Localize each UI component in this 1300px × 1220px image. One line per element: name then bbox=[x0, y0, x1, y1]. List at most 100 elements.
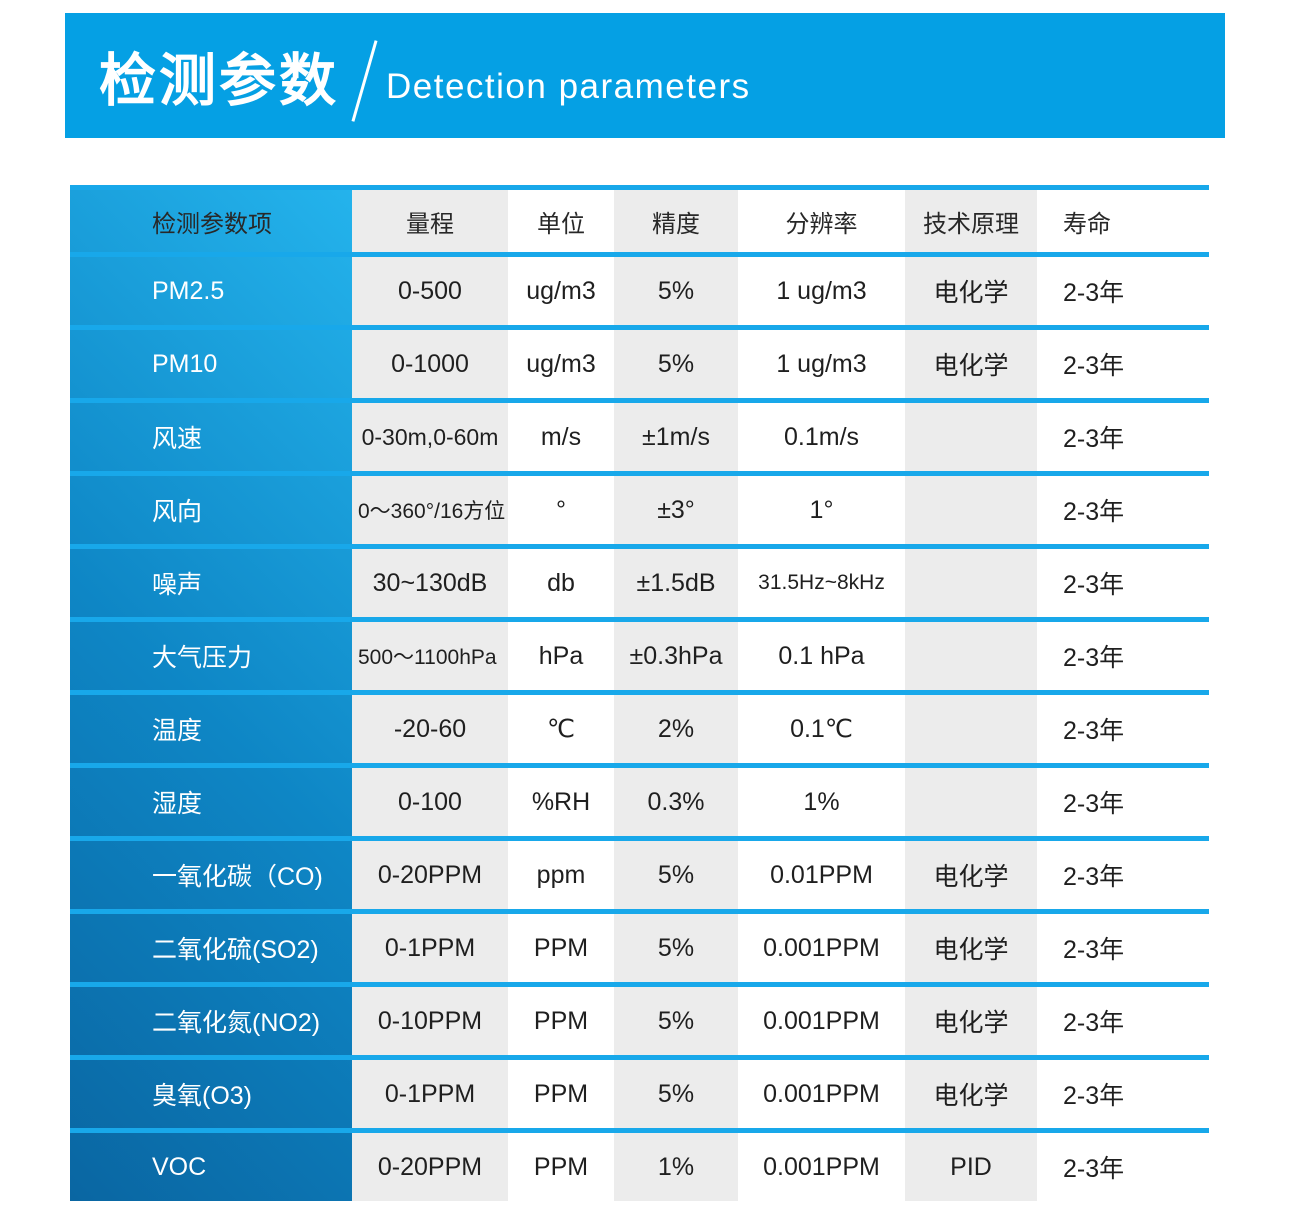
cell-accuracy: 2% bbox=[657, 714, 695, 743]
cell-range: 0-1000 bbox=[391, 349, 469, 378]
cell-resolution: 0.001PPM bbox=[763, 933, 880, 962]
cell-range: 0-10PPM bbox=[377, 1006, 483, 1035]
cell-principle: 电化学 bbox=[933, 1082, 1009, 1110]
cell-unit: m/s bbox=[540, 422, 582, 451]
page-title-en: Detection parameters bbox=[386, 66, 751, 106]
cell-principle: 电化学 bbox=[933, 863, 1009, 891]
cell-range: 0-1PPM bbox=[384, 933, 476, 962]
cell-resolution: 0.001PPM bbox=[763, 1079, 880, 1108]
cell-accuracy: 5% bbox=[657, 349, 695, 378]
cell-resolution: 0.1℃ bbox=[790, 715, 853, 743]
cell-principle bbox=[905, 695, 1037, 763]
cell-range: 0-1PPM bbox=[384, 1079, 476, 1108]
table-row: 风向 0～360°/16方位 ° ±3° 1° 2-3年 bbox=[70, 471, 1209, 544]
cell-principle: PID bbox=[950, 1152, 992, 1181]
cell-item: 二氧化硫(SO2) bbox=[152, 936, 319, 964]
cell-lifespan: 2-3年 bbox=[1063, 717, 1125, 745]
table-row: PM10 0-1000 ug/m3 5% 1 ug/m3 电化学 2-3年 bbox=[70, 325, 1209, 398]
cell-accuracy: 5% bbox=[657, 276, 695, 305]
cell-resolution: 1 ug/m3 bbox=[776, 276, 867, 305]
cell-principle bbox=[905, 549, 1037, 617]
cell-principle bbox=[905, 476, 1037, 544]
parameters-table: 检测参数项 量程 单位 精度 分辨率 技术原理 寿命 PM2.5 0-500 u… bbox=[70, 185, 1209, 1201]
cell-principle bbox=[905, 403, 1037, 471]
cell-item: 大气压力 bbox=[152, 644, 253, 672]
cell-principle: 电化学 bbox=[933, 279, 1009, 307]
table-row: VOC 0-20PPM PPM 1% 0.001PPM PID 2-3年 bbox=[70, 1128, 1209, 1201]
cell-item: 温度 bbox=[152, 717, 203, 745]
table-row: 温度 -20-60 ℃ 2% 0.1℃ 2-3年 bbox=[70, 690, 1209, 763]
principle-column-background bbox=[905, 190, 1037, 1201]
header-accuracy: 精度 bbox=[652, 210, 700, 238]
cell-item: PM10 bbox=[152, 349, 218, 378]
cell-resolution: 1 ug/m3 bbox=[776, 349, 867, 378]
cell-principle: 电化学 bbox=[933, 1009, 1009, 1037]
cell-principle bbox=[905, 768, 1037, 836]
cell-unit: ug/m3 bbox=[526, 349, 596, 378]
cell-resolution: 31.5Hz~8kHz bbox=[758, 571, 885, 594]
cell-range: 0-20PPM bbox=[377, 1152, 483, 1181]
cell-unit: ° bbox=[556, 495, 566, 524]
cell-range: 0-500 bbox=[398, 276, 462, 305]
cell-range: 30~130dB bbox=[372, 568, 488, 597]
cell-resolution: 1° bbox=[809, 495, 834, 524]
cell-accuracy: 5% bbox=[657, 1079, 695, 1108]
cell-accuracy: ±0.3hPa bbox=[629, 641, 723, 670]
header-resolution: 分辨率 bbox=[785, 210, 858, 238]
cell-accuracy: ±1m/s bbox=[642, 422, 710, 451]
slash-divider bbox=[351, 39, 378, 122]
cell-lifespan: 2-3年 bbox=[1063, 790, 1125, 818]
cell-resolution: 0.1 hPa bbox=[778, 641, 865, 670]
cell-range: 500～1100hPa bbox=[358, 646, 497, 669]
page-header: 检测参数 Detection parameters bbox=[65, 13, 1225, 138]
cell-principle bbox=[905, 622, 1037, 690]
cell-range: 0-100 bbox=[398, 787, 462, 816]
cell-unit: ug/m3 bbox=[526, 276, 596, 305]
header-unit: 单位 bbox=[537, 210, 585, 238]
cell-lifespan: 2-3年 bbox=[1063, 425, 1125, 453]
cell-lifespan: 2-3年 bbox=[1063, 644, 1125, 672]
table-row: 大气压力 500～1100hPa hPa ±0.3hPa 0.1 hPa 2-3… bbox=[70, 617, 1209, 690]
cell-accuracy: 5% bbox=[657, 933, 695, 962]
cell-item: 湿度 bbox=[152, 790, 203, 818]
cell-resolution: 0.01PPM bbox=[770, 860, 873, 889]
cell-principle: 电化学 bbox=[933, 936, 1009, 964]
cell-accuracy: 5% bbox=[657, 1006, 695, 1035]
cell-unit: PPM bbox=[533, 1152, 589, 1181]
cell-item: 噪声 bbox=[152, 571, 203, 599]
cell-accuracy: 5% bbox=[657, 860, 695, 889]
cell-lifespan: 2-3年 bbox=[1063, 1009, 1125, 1037]
cell-unit: PPM bbox=[533, 1079, 589, 1108]
cell-resolution: 0.001PPM bbox=[763, 1006, 880, 1035]
cell-lifespan: 2-3年 bbox=[1063, 936, 1125, 964]
table-row: 二氧化氮(NO2) 0-10PPM PPM 5% 0.001PPM 电化学 2-… bbox=[70, 982, 1209, 1055]
cell-unit: PPM bbox=[533, 1006, 589, 1035]
table-row: 风速 0-30m,0-60m m/s ±1m/s 0.1m/s 2-3年 bbox=[70, 398, 1209, 471]
cell-accuracy: ±3° bbox=[657, 495, 695, 524]
cell-resolution: 0.001PPM bbox=[763, 1152, 880, 1181]
cell-lifespan: 2-3年 bbox=[1063, 498, 1125, 526]
cell-unit: hPa bbox=[538, 641, 584, 670]
header-lifespan: 寿命 bbox=[1063, 210, 1111, 238]
cell-unit: %RH bbox=[531, 787, 591, 816]
cell-lifespan: 2-3年 bbox=[1063, 863, 1125, 891]
cell-accuracy: ±1.5dB bbox=[636, 568, 716, 597]
cell-item: 风向 bbox=[152, 498, 203, 526]
cell-item: 臭氧(O3) bbox=[152, 1082, 253, 1110]
table-row: 二氧化硫(SO2) 0-1PPM PPM 5% 0.001PPM 电化学 2-3… bbox=[70, 909, 1209, 982]
cell-item: 风速 bbox=[152, 425, 203, 453]
cell-unit: ℃ bbox=[546, 715, 576, 743]
cell-accuracy: 1% bbox=[657, 1152, 695, 1181]
cell-lifespan: 2-3年 bbox=[1063, 352, 1125, 380]
cell-unit: ppm bbox=[536, 860, 586, 889]
cell-resolution: 0.1m/s bbox=[783, 422, 860, 451]
table-row: 湿度 0-100 %RH 0.3% 1% 2-3年 bbox=[70, 763, 1209, 836]
cell-lifespan: 2-3年 bbox=[1063, 1155, 1125, 1183]
header-principle: 技术原理 bbox=[923, 210, 1019, 238]
cell-item: VOC bbox=[152, 1152, 207, 1181]
accuracy-column-background bbox=[614, 190, 738, 1201]
cell-item: 一氧化碳（CO) bbox=[152, 863, 323, 891]
cell-item: 二氧化氮(NO2) bbox=[152, 1009, 321, 1037]
cell-range: 0～360°/16方位 bbox=[358, 500, 506, 523]
